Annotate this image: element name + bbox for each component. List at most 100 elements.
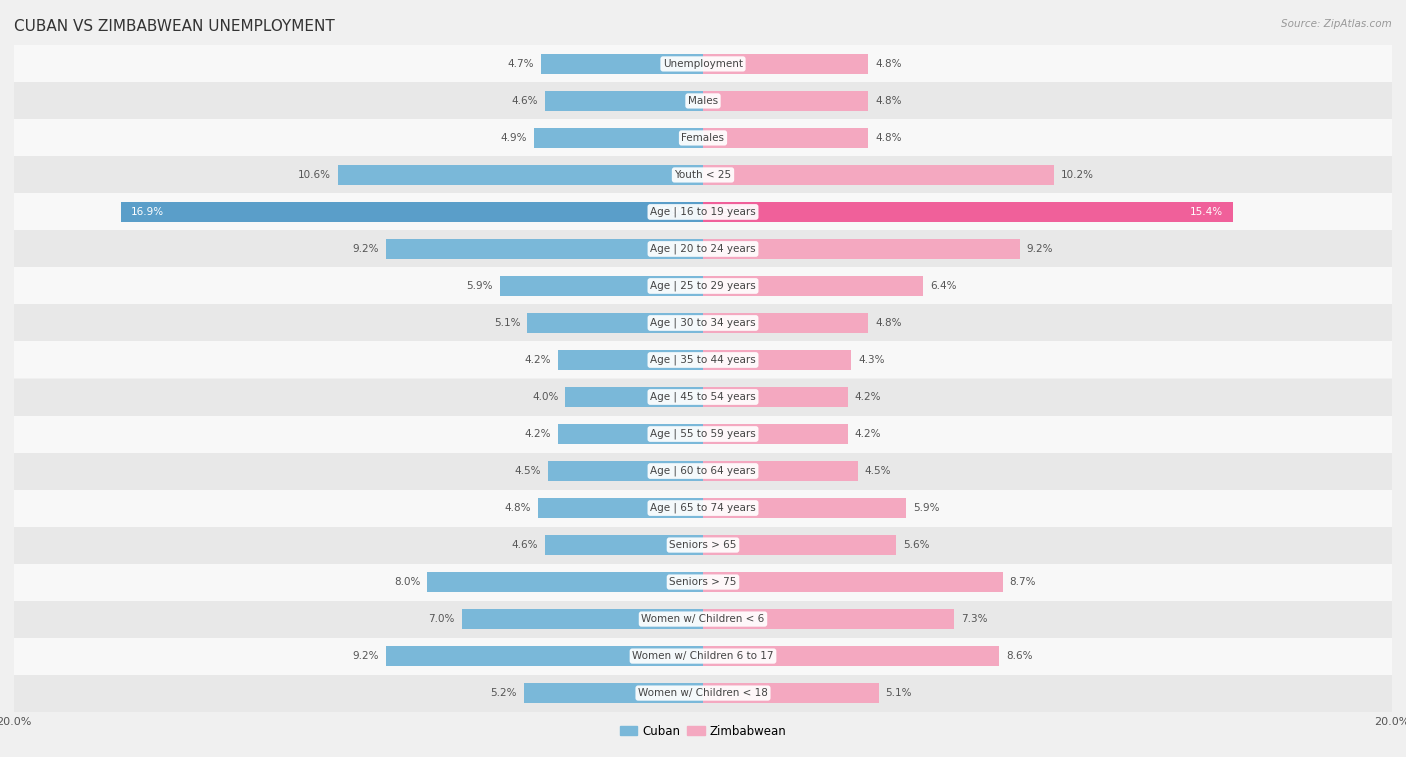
Bar bbox=[14, 230, 1392, 267]
Text: 5.9%: 5.9% bbox=[467, 281, 494, 291]
Legend: Cuban, Zimbabwean: Cuban, Zimbabwean bbox=[614, 720, 792, 743]
Bar bbox=[558, 350, 703, 369]
Text: CUBAN VS ZIMBABWEAN UNEMPLOYMENT: CUBAN VS ZIMBABWEAN UNEMPLOYMENT bbox=[14, 19, 335, 34]
Text: 4.8%: 4.8% bbox=[875, 133, 901, 143]
Bar bbox=[703, 609, 955, 628]
Bar bbox=[337, 165, 703, 185]
Text: 4.3%: 4.3% bbox=[858, 355, 884, 365]
Bar bbox=[499, 276, 703, 295]
Bar bbox=[703, 129, 869, 148]
Bar bbox=[703, 535, 896, 555]
Text: 4.6%: 4.6% bbox=[512, 96, 537, 106]
Text: Seniors > 75: Seniors > 75 bbox=[669, 577, 737, 587]
Text: 4.5%: 4.5% bbox=[865, 466, 891, 476]
Bar bbox=[537, 498, 703, 518]
Text: 4.9%: 4.9% bbox=[501, 133, 527, 143]
Bar bbox=[703, 425, 848, 444]
Text: 8.7%: 8.7% bbox=[1010, 577, 1036, 587]
Text: 5.1%: 5.1% bbox=[494, 318, 520, 328]
Bar bbox=[14, 490, 1392, 527]
Bar bbox=[703, 572, 1002, 592]
Bar bbox=[703, 276, 924, 295]
Text: 9.2%: 9.2% bbox=[353, 244, 380, 254]
Bar bbox=[14, 194, 1392, 230]
Bar bbox=[121, 202, 703, 222]
Bar bbox=[703, 239, 1019, 259]
Text: 10.6%: 10.6% bbox=[298, 170, 330, 180]
Bar bbox=[427, 572, 703, 592]
Bar bbox=[703, 202, 1233, 222]
Text: Males: Males bbox=[688, 96, 718, 106]
Bar bbox=[703, 462, 858, 481]
Text: Age | 45 to 54 years: Age | 45 to 54 years bbox=[650, 392, 756, 402]
Bar bbox=[14, 341, 1392, 378]
Text: 4.2%: 4.2% bbox=[855, 392, 882, 402]
Bar bbox=[703, 55, 869, 73]
Text: Age | 35 to 44 years: Age | 35 to 44 years bbox=[650, 355, 756, 365]
Bar bbox=[14, 45, 1392, 83]
Bar bbox=[703, 684, 879, 702]
Text: 4.8%: 4.8% bbox=[505, 503, 531, 513]
Text: Age | 25 to 29 years: Age | 25 to 29 years bbox=[650, 281, 756, 291]
Text: 4.8%: 4.8% bbox=[875, 318, 901, 328]
Text: 4.6%: 4.6% bbox=[512, 540, 537, 550]
Text: Women w/ Children 6 to 17: Women w/ Children 6 to 17 bbox=[633, 651, 773, 661]
Bar bbox=[14, 304, 1392, 341]
Bar bbox=[14, 563, 1392, 600]
Bar bbox=[14, 637, 1392, 674]
Text: Unemployment: Unemployment bbox=[664, 59, 742, 69]
Bar bbox=[14, 527, 1392, 563]
Text: Women w/ Children < 6: Women w/ Children < 6 bbox=[641, 614, 765, 624]
Text: 4.5%: 4.5% bbox=[515, 466, 541, 476]
Bar bbox=[387, 239, 703, 259]
Bar bbox=[703, 165, 1054, 185]
Text: Age | 30 to 34 years: Age | 30 to 34 years bbox=[650, 318, 756, 329]
Bar bbox=[461, 609, 703, 628]
Bar bbox=[703, 92, 869, 111]
Bar bbox=[14, 83, 1392, 120]
Bar bbox=[524, 684, 703, 702]
Text: 4.0%: 4.0% bbox=[531, 392, 558, 402]
Bar bbox=[703, 498, 907, 518]
Text: Age | 16 to 19 years: Age | 16 to 19 years bbox=[650, 207, 756, 217]
Bar bbox=[14, 267, 1392, 304]
Text: Age | 60 to 64 years: Age | 60 to 64 years bbox=[650, 466, 756, 476]
Text: 9.2%: 9.2% bbox=[353, 651, 380, 661]
Bar bbox=[534, 129, 703, 148]
Text: Females: Females bbox=[682, 133, 724, 143]
Bar bbox=[14, 120, 1392, 157]
Bar bbox=[541, 55, 703, 73]
Bar bbox=[544, 92, 703, 111]
Text: 4.7%: 4.7% bbox=[508, 59, 534, 69]
Text: 4.2%: 4.2% bbox=[524, 429, 551, 439]
Bar bbox=[703, 350, 851, 369]
Text: Seniors > 65: Seniors > 65 bbox=[669, 540, 737, 550]
Text: 5.6%: 5.6% bbox=[903, 540, 929, 550]
Text: 5.9%: 5.9% bbox=[912, 503, 939, 513]
Bar bbox=[14, 600, 1392, 637]
Bar bbox=[387, 646, 703, 665]
Text: 8.6%: 8.6% bbox=[1007, 651, 1032, 661]
Text: 8.0%: 8.0% bbox=[394, 577, 420, 587]
Bar bbox=[565, 388, 703, 407]
Text: 7.0%: 7.0% bbox=[429, 614, 456, 624]
Bar bbox=[548, 462, 703, 481]
Text: 15.4%: 15.4% bbox=[717, 207, 749, 217]
Text: 10.2%: 10.2% bbox=[1062, 170, 1094, 180]
Text: 7.3%: 7.3% bbox=[962, 614, 988, 624]
Text: 16.9%: 16.9% bbox=[131, 207, 165, 217]
Text: 4.2%: 4.2% bbox=[524, 355, 551, 365]
Text: 5.1%: 5.1% bbox=[886, 688, 912, 698]
Text: 6.4%: 6.4% bbox=[931, 281, 957, 291]
Bar bbox=[703, 388, 848, 407]
Bar bbox=[14, 674, 1392, 712]
Text: 4.2%: 4.2% bbox=[855, 429, 882, 439]
Bar bbox=[14, 157, 1392, 194]
Text: Source: ZipAtlas.com: Source: ZipAtlas.com bbox=[1281, 19, 1392, 29]
Bar bbox=[527, 313, 703, 332]
Text: 4.8%: 4.8% bbox=[875, 59, 901, 69]
Text: 4.8%: 4.8% bbox=[875, 96, 901, 106]
Text: 5.2%: 5.2% bbox=[491, 688, 517, 698]
Bar bbox=[703, 313, 869, 332]
Bar bbox=[544, 535, 703, 555]
